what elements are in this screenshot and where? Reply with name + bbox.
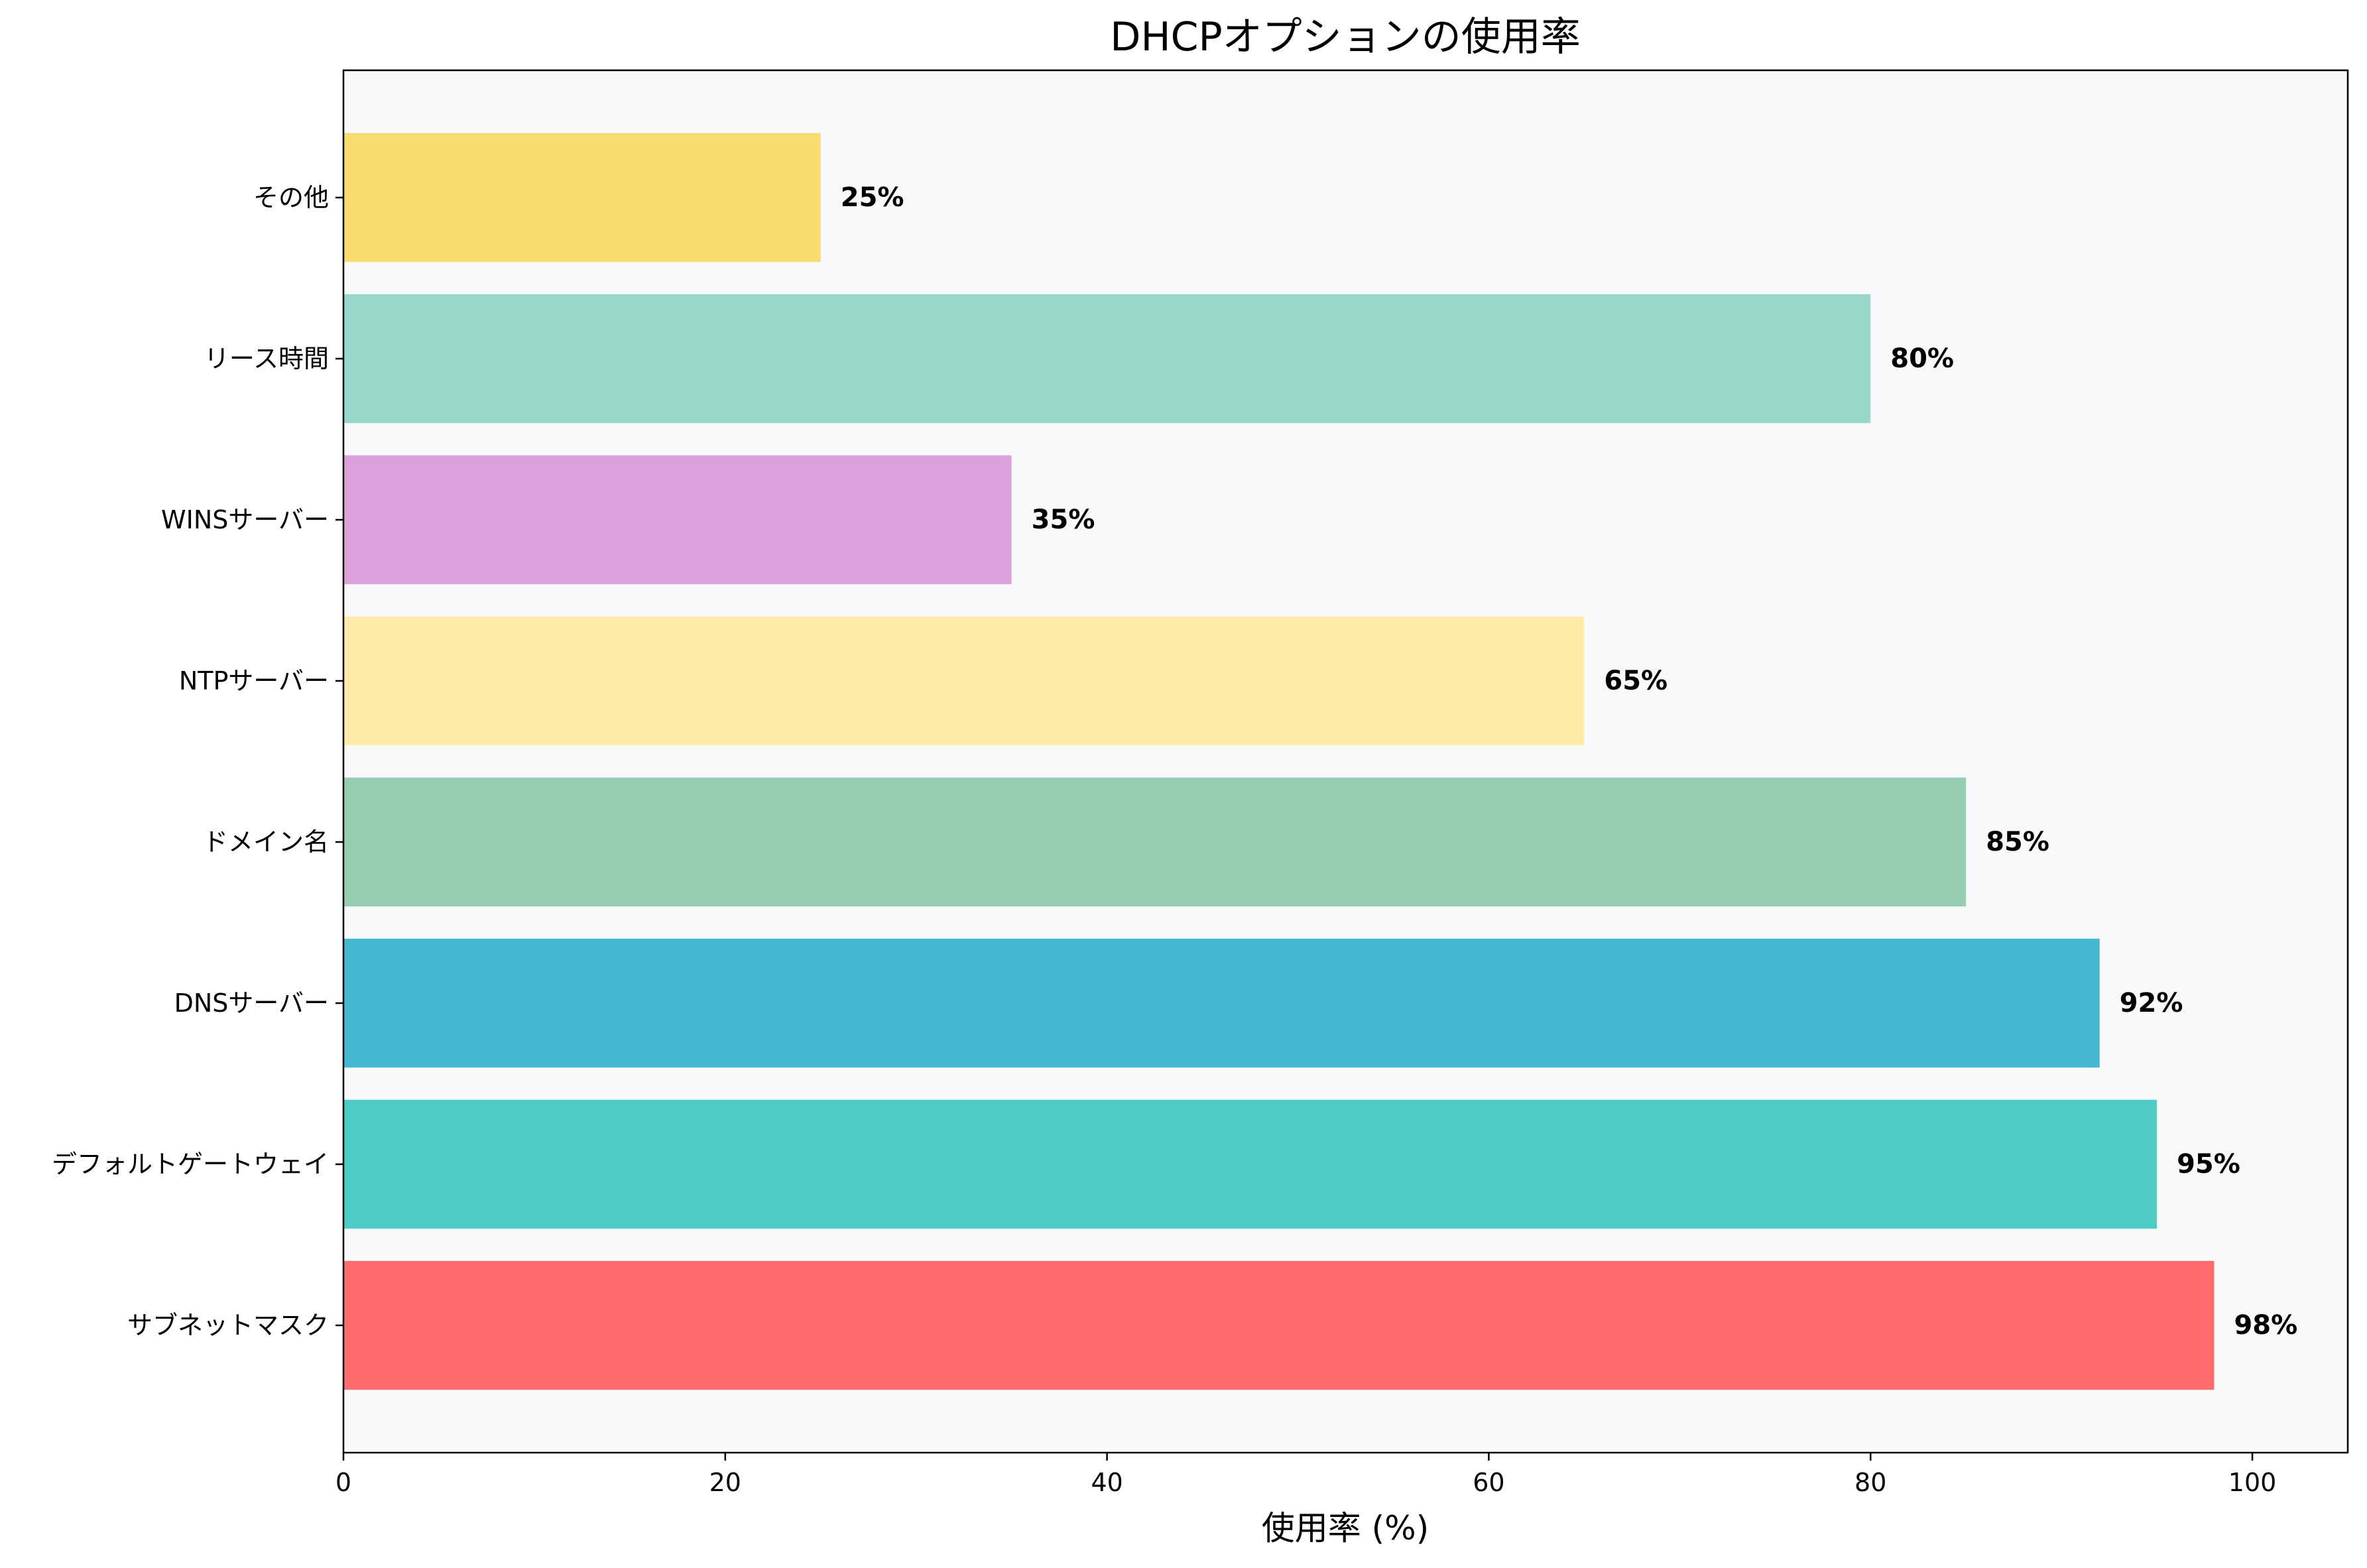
data-label-3: 92% [2120, 988, 2183, 1018]
plot-frame [342, 69, 2349, 1454]
data-label-1: 98% [2234, 1310, 2297, 1341]
data-labels-layer: 98% 95% 92% 85% 65% 35% 80% 25% [841, 182, 2297, 1341]
data-label-4: 85% [1986, 827, 2049, 857]
y-tick-label-6: WINSサーバー [161, 505, 329, 534]
x-tick-label-100: 100 [2228, 1468, 2277, 1497]
x-tick-label-20: 20 [709, 1468, 741, 1497]
x-tick-label-0: 0 [335, 1468, 351, 1497]
y-tick-label-8: その他 [253, 183, 329, 212]
bar-5 [343, 616, 1585, 746]
chart-title: DHCPオプションの使用率 [1110, 14, 1580, 60]
plot-area [343, 70, 2348, 1453]
y-tick-label-2: デフォルトゲートウェイ [52, 1150, 329, 1179]
bars-layer [343, 133, 2215, 1390]
y-tick-label-3: DNSサーバー [174, 989, 329, 1018]
y-tick-label-5: NTPサーバー [179, 666, 329, 695]
y-axis-ticks: サブネットマスク デフォルトゲートウェイ DNSサーバー ドメイン名 NTPサーバー WI… [52, 183, 343, 1340]
y-tick-label-4: ドメイン名 [203, 827, 329, 857]
bar-8 [343, 133, 821, 263]
bar-7 [343, 294, 1871, 424]
bar-1 [343, 1260, 2215, 1390]
x-tick-label-40: 40 [1091, 1468, 1123, 1497]
bar-2 [343, 1099, 2157, 1229]
data-label-2: 95% [2177, 1149, 2240, 1179]
x-tick-label-60: 60 [1473, 1468, 1504, 1497]
y-tick-label-7: リース時間 [204, 344, 329, 373]
data-label-5: 65% [1604, 666, 1668, 696]
data-label-6: 35% [1032, 505, 1095, 535]
x-axis-title: 使用率 (%) [1262, 1509, 1429, 1547]
bar-4 [343, 777, 1967, 907]
bar-6 [343, 455, 1012, 585]
bar-3 [343, 938, 2100, 1068]
data-label-7: 80% [1890, 343, 1954, 374]
x-axis-ticks: 0 20 40 60 80 100 [335, 1453, 2276, 1497]
y-tick-label-1: サブネットマスク [127, 1311, 329, 1340]
x-tick-label-80: 80 [1854, 1468, 1886, 1497]
data-label-8: 25% [841, 182, 904, 213]
